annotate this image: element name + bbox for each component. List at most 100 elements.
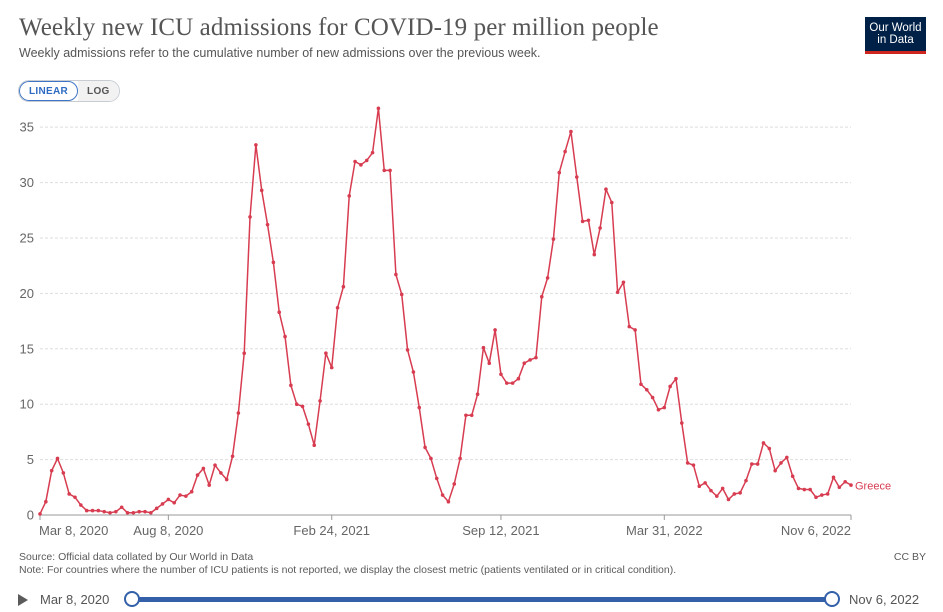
- timeline-end-handle[interactable]: [824, 591, 840, 607]
- data-point: [154, 506, 159, 511]
- data-point: [114, 509, 118, 514]
- data-point: [38, 512, 42, 516]
- data-point: [685, 461, 690, 465]
- data-point: [388, 168, 392, 173]
- data-point: [528, 358, 532, 362]
- data-point: [720, 486, 725, 491]
- data-point: [691, 463, 696, 467]
- data-point: [849, 483, 853, 487]
- data-point: [516, 376, 521, 381]
- data-point: [662, 405, 667, 410]
- data-point: [271, 260, 276, 265]
- data-point: [149, 510, 153, 515]
- data-point: [79, 503, 83, 507]
- data-point: [318, 399, 322, 403]
- data-point: [312, 443, 317, 447]
- data-point: [172, 501, 176, 505]
- data-point: [487, 361, 492, 365]
- data-point: [230, 454, 235, 459]
- data-point: [750, 462, 754, 466]
- data-point: [639, 382, 643, 387]
- data-point: [627, 324, 632, 329]
- data-point: [195, 473, 200, 477]
- data-point: [715, 494, 719, 498]
- chart-title: Weekly new ICU admissions for COVID-19 p…: [19, 14, 659, 41]
- data-point: [90, 508, 95, 513]
- data-point: [73, 495, 77, 500]
- data-point: [207, 483, 212, 487]
- data-point: [726, 497, 731, 502]
- y-tick-label: 10: [20, 397, 34, 412]
- data-point: [796, 486, 801, 491]
- timeline-start-label: Mar 8, 2020: [40, 592, 110, 607]
- data-point: [808, 487, 812, 492]
- series-line-greece: [39, 107, 852, 515]
- data-point: [417, 405, 422, 410]
- data-point: [703, 481, 707, 485]
- data-point: [843, 479, 847, 484]
- data-point: [44, 499, 48, 504]
- timeline-track[interactable]: [131, 597, 833, 602]
- data-point: [96, 508, 101, 513]
- data-point: [411, 370, 416, 374]
- timeline: Mar 8, 2020 Nov 6, 2022: [18, 590, 928, 610]
- data-point: [84, 508, 89, 513]
- license-badge[interactable]: CC BY: [893, 551, 926, 563]
- data-point: [364, 158, 369, 163]
- data-point: [481, 345, 486, 350]
- data-point: [67, 492, 71, 496]
- data-point: [166, 497, 171, 502]
- data-point: [534, 355, 538, 360]
- data-point: [475, 392, 480, 397]
- data-point: [137, 509, 141, 514]
- x-tick-label: Sep 12, 2021: [462, 523, 539, 538]
- timeline-start-handle[interactable]: [124, 591, 140, 607]
- y-tick-label: 30: [20, 175, 34, 190]
- data-point: [434, 476, 439, 481]
- play-icon[interactable]: [18, 594, 28, 606]
- data-point: [335, 305, 340, 310]
- data-point: [598, 226, 602, 230]
- data-point: [125, 510, 130, 515]
- data-point: [697, 484, 702, 488]
- data-point: [814, 495, 818, 500]
- data-point: [621, 280, 626, 285]
- data-point: [160, 502, 165, 506]
- linear-scale-button[interactable]: LINEAR: [19, 81, 79, 101]
- data-point: [615, 290, 620, 295]
- data-point: [837, 485, 842, 490]
- data-point: [779, 461, 783, 465]
- data-point: [574, 175, 579, 179]
- data-point: [569, 129, 573, 134]
- data-point: [773, 468, 777, 473]
- data-point: [557, 170, 562, 175]
- y-tick-label: 15: [20, 341, 34, 356]
- data-point: [219, 471, 223, 475]
- data-point: [592, 252, 597, 257]
- data-point: [825, 492, 830, 496]
- data-point: [674, 376, 678, 381]
- data-point: [679, 421, 684, 425]
- data-point: [394, 272, 398, 277]
- data-point: [802, 487, 807, 492]
- x-tick-label: Aug 8, 2020: [133, 523, 203, 538]
- data-point: [790, 474, 795, 479]
- log-scale-button[interactable]: LOG: [78, 81, 119, 101]
- data-point: [464, 413, 468, 418]
- data-point: [224, 477, 229, 482]
- source-note: Source: Official data collated by Our Wo…: [19, 551, 254, 563]
- data-point: [633, 328, 637, 332]
- timeline-end-label: Nov 6, 2022: [849, 592, 920, 607]
- data-point: [201, 466, 206, 471]
- data-point: [709, 488, 713, 493]
- data-point: [493, 328, 497, 332]
- methodology-note: Note: For countries where the number of …: [19, 564, 677, 576]
- data-point: [761, 441, 766, 445]
- owid-logo[interactable]: Our World in Data: [865, 17, 926, 54]
- data-point: [61, 471, 66, 475]
- data-point: [341, 284, 346, 289]
- logo-line-1: Our World: [869, 22, 922, 34]
- data-point: [178, 493, 182, 497]
- data-point: [580, 219, 585, 224]
- data-point: [306, 422, 311, 426]
